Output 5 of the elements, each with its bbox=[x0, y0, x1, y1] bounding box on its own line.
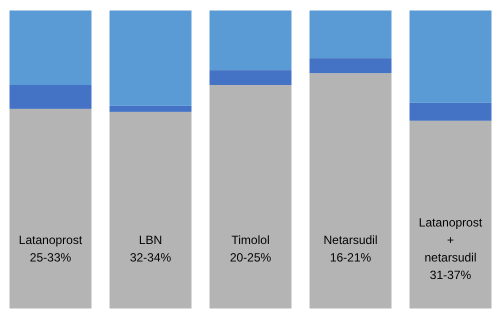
x-tick-label: LBN 32-34% bbox=[130, 233, 172, 265]
x-tick-label: Timolol 20-25% bbox=[230, 233, 272, 265]
x-tick-label: Latanoprost + netarsudil 31-37% bbox=[418, 216, 483, 282]
x-tick-label: Latanoprost 25-33% bbox=[18, 233, 83, 265]
x-tick-label: Netarsudil 16-21% bbox=[323, 233, 378, 265]
